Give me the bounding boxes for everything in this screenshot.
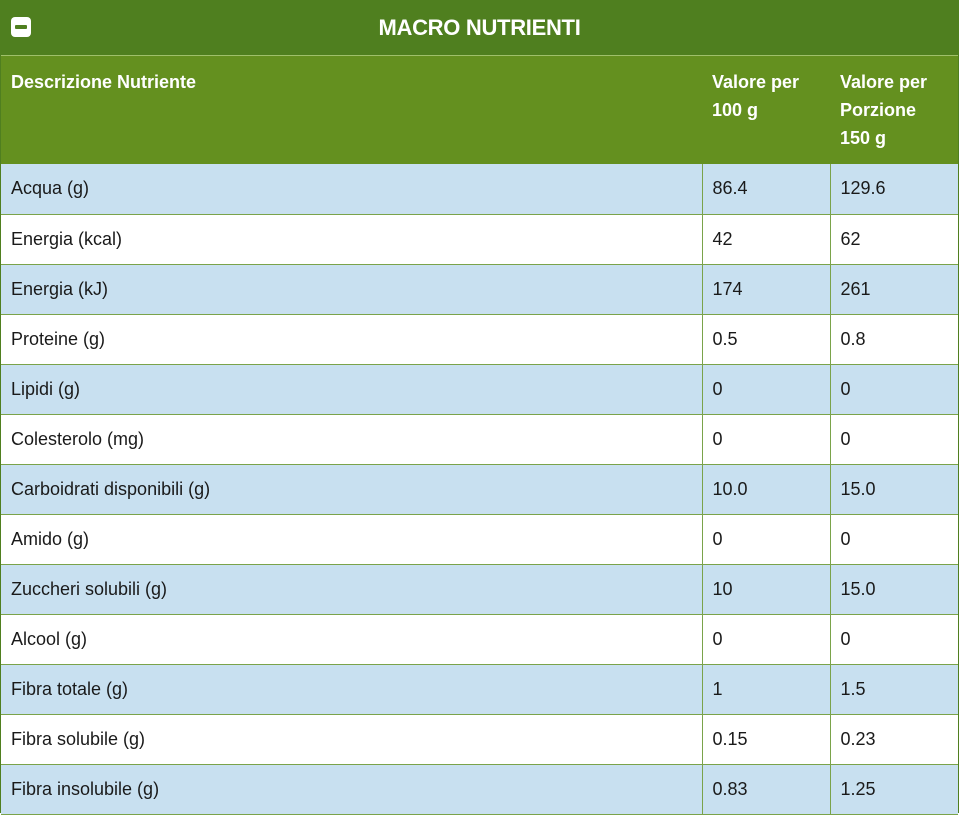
value-per-portion-cell: 0: [829, 414, 958, 465]
nutrient-name-cell: Amido (g): [1, 514, 702, 565]
table-row: Zuccheri solubili (g) 10 15.0: [1, 564, 958, 615]
value-per-100g-cell: 10: [701, 564, 830, 615]
value-per-100g-cell: 0.5: [701, 314, 830, 365]
table-row: Fibra solubile (g) 0.15 0.23: [1, 714, 958, 765]
table-row: Alcool (g) 0 0: [1, 614, 958, 665]
nutrient-name-cell: Alcool (g): [1, 614, 702, 665]
value-per-portion-cell: 0.23: [829, 714, 958, 765]
nutrient-name-cell: Energia (kcal): [1, 214, 702, 265]
nutrient-name-cell: Fibra solubile (g): [1, 714, 702, 765]
nutrient-name-cell: Colesterolo (mg): [1, 414, 702, 465]
table-header-row: Descrizione Nutriente Valore per 100 g V…: [1, 55, 958, 164]
table-row: Energia (kcal) 42 62: [1, 214, 958, 265]
nutrients-table: Descrizione Nutriente Valore per 100 g V…: [1, 55, 958, 815]
panel-title: MACRO NUTRIENTI: [378, 14, 581, 40]
value-per-100g-cell: 86.4: [701, 164, 830, 215]
table-row: Proteine (g) 0.5 0.8: [1, 314, 958, 365]
table-row: Lipidi (g) 0 0: [1, 364, 958, 415]
nutrient-name-cell: Fibra totale (g): [1, 664, 702, 715]
value-per-100g-cell: 0: [701, 414, 830, 465]
value-per-100g-cell: 174: [701, 264, 830, 315]
value-per-portion-cell: 1.25: [829, 764, 958, 815]
nutrient-name-cell: Acqua (g): [1, 164, 702, 215]
value-per-100g-cell: 0.15: [701, 714, 830, 765]
nutrient-name-cell: Carboidrati disponibili (g): [1, 464, 702, 515]
nutrient-name-cell: Proteine (g): [1, 314, 702, 365]
nutrient-name-cell: Lipidi (g): [1, 364, 702, 415]
column-header-description: Descrizione Nutriente: [1, 55, 702, 164]
value-per-portion-cell: 15.0: [829, 564, 958, 615]
value-per-portion-cell: 0.8: [829, 314, 958, 365]
column-header-per-portion: Valore per Porzione 150 g: [830, 55, 958, 164]
table-row: Carboidrati disponibili (g) 10.0 15.0: [1, 464, 958, 515]
value-per-100g-cell: 42: [701, 214, 830, 265]
value-per-portion-cell: 261: [829, 264, 958, 315]
value-per-portion-cell: 15.0: [829, 464, 958, 515]
minus-square-icon[interactable]: [11, 17, 31, 37]
value-per-portion-cell: 1.5: [829, 664, 958, 715]
value-per-portion-cell: 129.6: [829, 164, 958, 215]
table-row: Fibra insolubile (g) 0.83 1.25: [1, 764, 958, 815]
nutrient-name-cell: Energia (kJ): [1, 264, 702, 315]
value-per-portion-cell: 0: [829, 614, 958, 665]
value-per-portion-cell: 0: [829, 364, 958, 415]
value-per-100g-cell: 1: [701, 664, 830, 715]
column-header-per-100g: Valore per 100 g: [702, 55, 830, 164]
minus-glyph: [15, 25, 27, 29]
table-row: Colesterolo (mg) 0 0: [1, 414, 958, 465]
value-per-100g-cell: 0: [701, 614, 830, 665]
table-row: Fibra totale (g) 1 1.5: [1, 664, 958, 715]
nutrient-name-cell: Zuccheri solubili (g): [1, 564, 702, 615]
value-per-100g-cell: 0: [701, 364, 830, 415]
panel-title-bar[interactable]: MACRO NUTRIENTI: [1, 0, 958, 55]
table-row: Amido (g) 0 0: [1, 514, 958, 565]
value-per-100g-cell: 0.83: [701, 764, 830, 815]
table-row: Acqua (g) 86.4 129.6: [1, 164, 958, 215]
table-row: Energia (kJ) 174 261: [1, 264, 958, 315]
nutrient-name-cell: Fibra insolubile (g): [1, 764, 702, 815]
value-per-portion-cell: 62: [829, 214, 958, 265]
value-per-portion-cell: 0: [829, 514, 958, 565]
value-per-100g-cell: 10.0: [701, 464, 830, 515]
value-per-100g-cell: 0: [701, 514, 830, 565]
